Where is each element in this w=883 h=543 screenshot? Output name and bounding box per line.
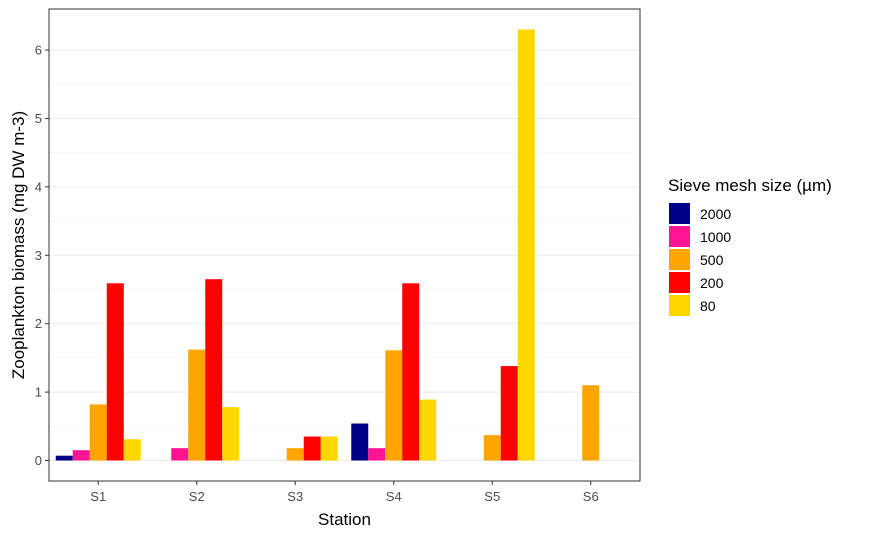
legend-label-2000: 2000	[700, 206, 731, 222]
bar-S2-1000	[171, 448, 189, 461]
y-tick-label: 1	[35, 385, 42, 400]
x-axis-title: Station	[318, 510, 371, 529]
plot-border	[48, 8, 641, 482]
legend-swatch-500	[669, 249, 690, 270]
x-tick-label: S1	[90, 489, 106, 504]
legend-label-80: 80	[700, 298, 716, 314]
bar-S2-500	[188, 349, 206, 461]
bar-S2-80	[222, 407, 240, 461]
y-tick-label: 5	[35, 111, 42, 126]
bar-S1-80	[123, 439, 141, 461]
bar-S1-2000	[55, 455, 73, 461]
x-tick-label: S2	[189, 489, 205, 504]
bar-S3-80	[320, 436, 338, 461]
axis-layer: 0 1 2 3 4 5 6 S1 S2 S3 S4 S5 S6	[35, 43, 599, 504]
bar-S4-2000	[351, 423, 369, 461]
grid-layer	[49, 15, 640, 461]
x-tick-label: S5	[484, 489, 500, 504]
y-tick-label: 6	[35, 43, 42, 58]
legend-label-500: 500	[700, 252, 724, 268]
legend: Sieve mesh size (µm) 2000 1000 500 200 80	[668, 176, 832, 316]
bar-S4-500	[385, 350, 403, 461]
y-tick-label: 0	[35, 453, 42, 468]
x-tick-label: S4	[386, 489, 402, 504]
bar-S4-1000	[368, 448, 386, 461]
y-tick-label: 2	[35, 316, 42, 331]
bar-S4-80	[419, 399, 437, 461]
legend-label-1000: 1000	[700, 229, 731, 245]
bar-S1-500	[89, 404, 107, 461]
bar-S5-80	[517, 29, 535, 461]
bar-S1-200	[106, 283, 124, 461]
legend-swatch-200	[669, 272, 690, 293]
y-tick-label: 4	[35, 179, 42, 194]
x-tick-label: S6	[583, 489, 599, 504]
legend-swatch-1000	[669, 226, 690, 247]
bar-S3-200	[303, 436, 321, 461]
bar-S4-200	[402, 283, 420, 461]
bar-layer	[55, 29, 600, 461]
legend-title: Sieve mesh size (µm)	[668, 176, 832, 195]
legend-swatch-80	[669, 295, 690, 316]
legend-label-200: 200	[700, 275, 724, 291]
bar-S5-200	[500, 366, 518, 461]
bar-S3-500	[286, 448, 304, 461]
legend-items: 2000 1000 500 200 80	[669, 203, 731, 316]
legend-swatch-2000	[669, 203, 690, 224]
y-axis-title: Zooplankton biomass (mg DW m-3)	[9, 111, 28, 379]
bar-S1-1000	[72, 450, 90, 461]
y-tick-label: 3	[35, 248, 42, 263]
bar-S5-500	[483, 435, 501, 461]
x-tick-label: S3	[287, 489, 303, 504]
bar-S6-500	[582, 385, 600, 461]
bar-S2-200	[205, 279, 223, 461]
